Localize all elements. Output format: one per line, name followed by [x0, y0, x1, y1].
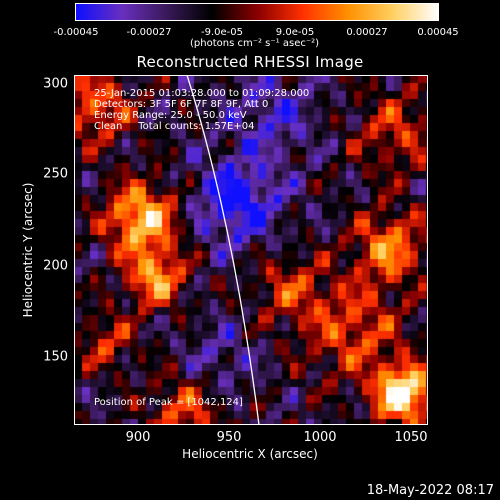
image-title: Reconstructed RHESSI Image	[136, 53, 364, 71]
peak-position: Position of Peak = [1042,124]	[94, 397, 243, 408]
y-tick-label: 200	[43, 258, 68, 274]
x-tick-label: 950	[216, 430, 242, 445]
y-tick-label: 150	[43, 349, 68, 365]
time-range: 25-Jan-2015 01:03:28.000 to 01:09:28.000	[94, 88, 310, 99]
colorbar	[75, 3, 439, 21]
x-tick-label: 1000	[303, 430, 337, 445]
colorbar-units: (photons cm⁻² s⁻¹ asec⁻²)	[190, 38, 320, 49]
colorbar-tick: -9.0e-05	[201, 27, 243, 38]
x-tick-label: 1050	[394, 430, 428, 445]
x-axis-label: Heliocentric X (arcsec)	[182, 447, 318, 461]
energy-range: Energy Range: 25.0 - 50.0 keV	[94, 110, 247, 121]
y-tick-label: 250	[43, 166, 68, 182]
colorbar-tick: 0.00045	[417, 27, 459, 38]
colorbar-tick: 0.00027	[346, 27, 388, 38]
detectors-info: Detectors: 3F 5F 6F 7F 8F 9F, Att 0	[94, 99, 269, 110]
y-axis-label: Heliocentric Y (arcsec)	[21, 182, 35, 318]
colorbar-tick: -0.00045	[53, 27, 99, 38]
timestamp: 18-May-2022 08:17	[366, 483, 494, 498]
total-counts: Clean Total counts: 1.57E+04	[94, 121, 255, 132]
colorbar-tick: -0.00027	[126, 27, 172, 38]
limb-curve	[186, 75, 260, 425]
x-tick-label: 900	[125, 430, 151, 445]
colorbar-tick: 9.0e-05	[275, 27, 315, 38]
y-tick-label: 300	[43, 76, 68, 92]
